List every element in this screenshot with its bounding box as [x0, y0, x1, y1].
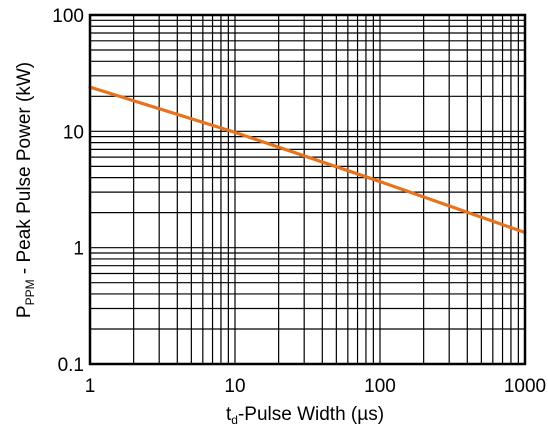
series-line	[88, 85, 527, 235]
grid	[90, 15, 525, 364]
y-axis-label-rest: - Peak Pulse Power (kW)	[14, 62, 35, 280]
x-tick-label: 1	[85, 376, 96, 397]
x-axis-label-main: t	[226, 404, 232, 425]
y-tick-label: 100	[52, 6, 84, 27]
y-tick-label: 1	[73, 239, 84, 260]
x-tick-label: 1000	[504, 376, 546, 397]
x-tick-label: 100	[364, 376, 396, 397]
x-tick-labels: 1 10 100 1000	[85, 376, 546, 397]
plot-frame	[88, 13, 527, 366]
x-axis-label-rest: -Pulse Width (µs)	[238, 404, 384, 425]
series-layer	[88, 85, 527, 235]
y-axis-label-main: P	[14, 305, 35, 318]
x-axis-label: td-Pulse Width (µs)	[226, 404, 384, 427]
y-axis-label: PPPM - Peak Pulse Power (kW)	[14, 62, 37, 318]
x-axis-label-sub: d	[231, 413, 238, 427]
y-tick-label: 10	[63, 122, 84, 143]
x-tick-label: 10	[224, 376, 245, 397]
y-axis-label-sub: PPM	[23, 279, 37, 305]
y-tick-labels: 0.1 1 10 100	[52, 6, 84, 376]
y-tick-label: 0.1	[58, 355, 84, 376]
